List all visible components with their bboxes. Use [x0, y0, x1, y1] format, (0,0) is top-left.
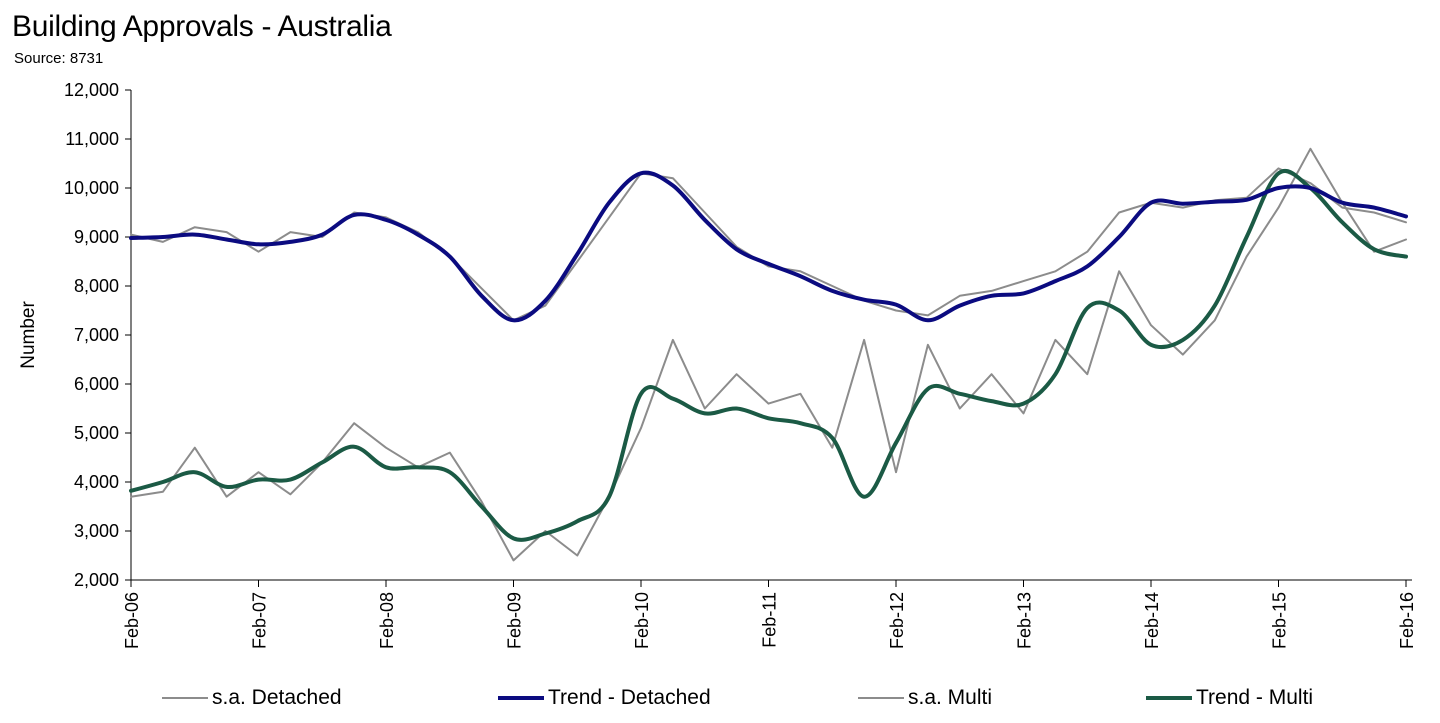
x-tick-label: Feb-06 — [122, 592, 142, 649]
plot-area — [129, 147, 1408, 562]
x-tick-label: Feb-07 — [250, 592, 270, 649]
y-tick-label: 5,000 — [74, 423, 119, 443]
x-tick-label: Feb-16 — [1397, 592, 1417, 649]
y-tick-label: 2,000 — [74, 570, 119, 590]
y-tick-label: 10,000 — [64, 178, 119, 198]
legend-item-sa-multi: s.a. Multi — [858, 686, 992, 710]
x-tick-label: Feb-15 — [1270, 592, 1290, 649]
y-tick-label: 6,000 — [74, 374, 119, 394]
legend-swatch — [162, 697, 208, 699]
y-tick-label: 11,000 — [65, 129, 119, 149]
x-tick-label: Feb-08 — [377, 592, 397, 649]
chart-subtitle: Source: 8731 — [14, 50, 104, 67]
y-tick-label: 7,000 — [74, 325, 119, 345]
series-line-s-a-multi — [130, 147, 1407, 562]
legend-swatch — [858, 697, 904, 699]
x-tick-label: Feb-10 — [632, 592, 652, 649]
x-tick-label: Feb-13 — [1015, 592, 1035, 649]
legend-item-trend-detached: Trend - Detached — [498, 686, 711, 710]
legend: s.a. Detached Trend - Detached s.a. Mult… — [0, 686, 1440, 716]
y-tick-label: 8,000 — [74, 276, 119, 296]
legend-label: s.a. Multi — [908, 686, 993, 709]
y-tick-label: 12,000 — [64, 80, 119, 100]
y-tick-label: 9,000 — [74, 227, 119, 247]
x-tick-label: Feb-14 — [1142, 592, 1162, 649]
legend-swatch — [1146, 696, 1192, 700]
legend-label: Trend - Multi — [1196, 686, 1314, 709]
series-line-s-a-detached — [130, 167, 1407, 322]
legend-item-sa-detached: s.a. Detached — [162, 686, 342, 710]
x-tick-label: Feb-09 — [505, 592, 525, 649]
series-line-trend-multi — [129, 168, 1408, 542]
legend-label: Trend - Detached — [548, 686, 711, 709]
legend-swatch — [498, 696, 544, 700]
chart-title: Building Approvals - Australia — [12, 10, 392, 43]
chart-axes: 2,000 3,000 4,000 5,000 6,000 7,000 8,000 9,000… — [64, 80, 1417, 649]
legend-item-trend-multi: Trend - Multi — [1146, 686, 1313, 710]
y-tick-label: 4,000 — [74, 472, 119, 492]
y-tick-label: 3,000 — [74, 521, 119, 541]
legend-label: s.a. Detached — [212, 686, 342, 709]
series-line-trend-detached — [129, 170, 1408, 323]
x-tick-label: Feb-12 — [887, 592, 907, 649]
x-tick-label: Feb-11 — [760, 592, 780, 648]
y-axis-label: Number — [18, 301, 39, 369]
